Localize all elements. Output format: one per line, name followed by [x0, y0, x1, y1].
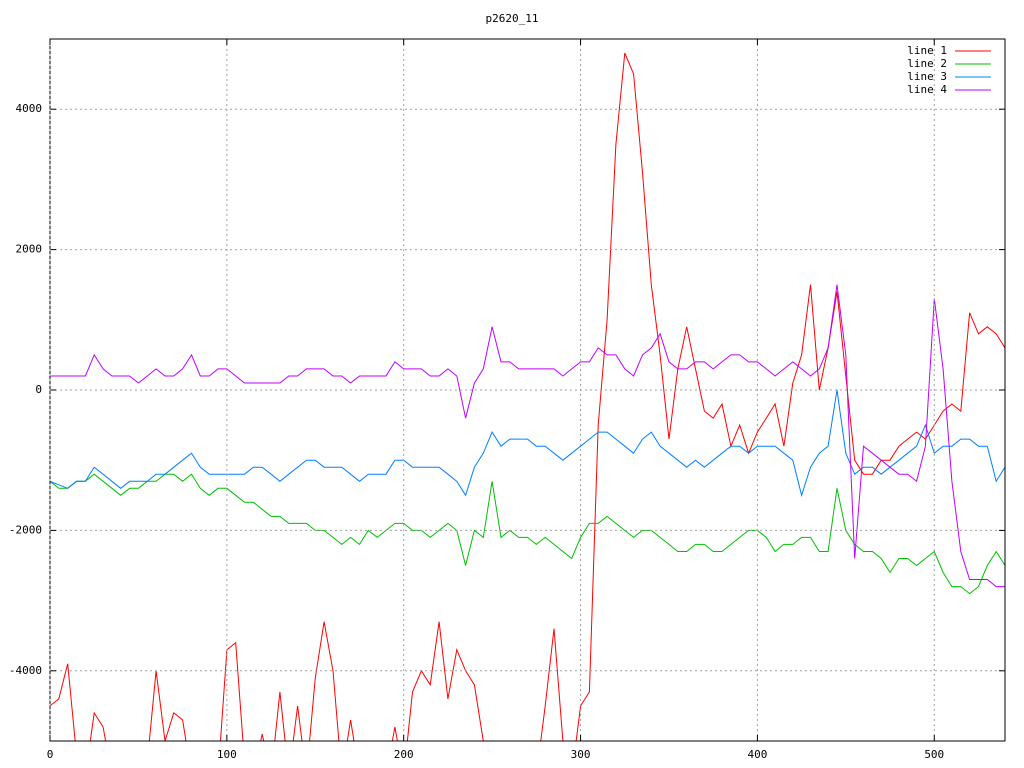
- legend-label: line 3: [907, 70, 947, 83]
- y-tick-label: 2000: [16, 243, 43, 256]
- y-tick-label: 0: [35, 383, 42, 396]
- data-line: [50, 284, 1005, 588]
- chart-title: p2620_11: [486, 12, 539, 25]
- y-tick-label: -4000: [9, 664, 42, 677]
- y-tick-label: 4000: [16, 102, 43, 115]
- legend-label: line 2: [907, 57, 947, 70]
- x-tick-label: 100: [217, 748, 237, 761]
- x-tick-label: 400: [747, 748, 767, 761]
- data-line: [50, 389, 1005, 498]
- x-tick-label: 0: [47, 748, 54, 761]
- x-tick-label: 200: [394, 748, 414, 761]
- y-tick-label: -2000: [9, 523, 42, 536]
- legend-label: line 1: [907, 44, 947, 57]
- x-tick-label: 300: [571, 748, 591, 761]
- x-tick-label: 500: [924, 748, 944, 761]
- legend-label: line 4: [907, 83, 947, 96]
- data-line: [50, 52, 1005, 741]
